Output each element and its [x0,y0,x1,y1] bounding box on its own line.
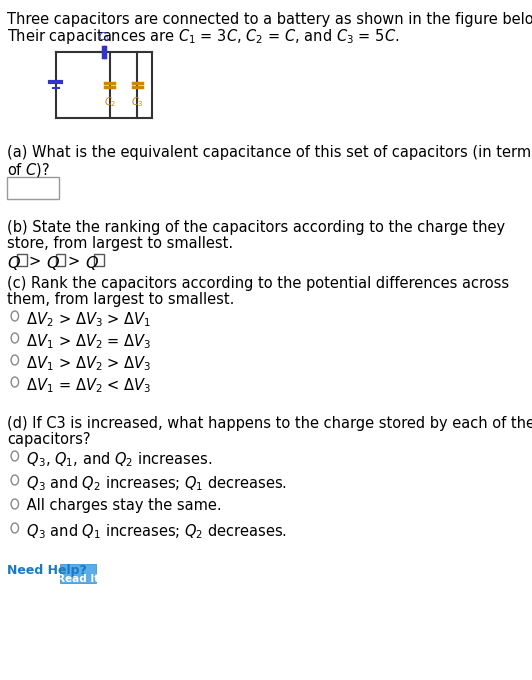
Text: $\Delta V_1$ > $\Delta V_2$ > $\Delta V_3$: $\Delta V_1$ > $\Delta V_2$ > $\Delta V_… [22,354,152,373]
Text: >: > [29,254,41,269]
Text: $\Delta V_1$ = $\Delta V_2$ < $\Delta V_3$: $\Delta V_1$ = $\Delta V_2$ < $\Delta V_… [22,376,152,394]
Text: $Q$: $Q$ [85,254,98,272]
Text: (d) If C3 is increased, what happens to the charge stored by each of the: (d) If C3 is increased, what happens to … [7,416,532,431]
Text: capacitors?: capacitors? [7,432,91,447]
Bar [17,254,27,266]
Text: $C_1$: $C_1$ [97,30,110,44]
Text: store, from largest to smallest.: store, from largest to smallest. [7,236,234,251]
Text: All charges stay the same.: All charges stay the same. [22,498,222,513]
Circle shape [11,377,19,387]
Bar [7,177,60,199]
Circle shape [11,311,19,321]
Circle shape [11,523,19,533]
Text: (b) State the ranking of the capacitors according to the charge they: (b) State the ranking of the capacitors … [7,220,505,235]
Text: of $C$)?: of $C$)? [7,161,51,179]
Text: (a) What is the equivalent capacitance of this set of capacitors (in terms: (a) What is the equivalent capacitance o… [7,145,532,160]
Circle shape [11,451,19,461]
Circle shape [11,475,19,485]
Text: Need Help?: Need Help? [7,564,87,577]
FancyBboxPatch shape [60,564,96,583]
Text: (c) Rank the capacitors according to the potential differences across: (c) Rank the capacitors according to the… [7,276,510,291]
Text: $\Delta V_1$ > $\Delta V_2$ = $\Delta V_3$: $\Delta V_1$ > $\Delta V_2$ = $\Delta V_… [22,332,152,351]
Circle shape [11,333,19,343]
Text: Read It: Read It [57,574,99,584]
Bar [56,254,65,266]
Text: Three capacitors are connected to a battery as shown in the figure below.: Three capacitors are connected to a batt… [7,12,532,27]
Circle shape [11,355,19,365]
Bar [94,254,104,266]
Text: $Q$: $Q$ [7,254,21,272]
Text: $Q$: $Q$ [46,254,60,272]
Text: $C_2$: $C_2$ [104,95,116,109]
Text: them, from largest to smallest.: them, from largest to smallest. [7,292,235,307]
Text: $Q_3$ and $Q_2$ increases; $Q_1$ decreases.: $Q_3$ and $Q_2$ increases; $Q_1$ decreas… [22,474,287,493]
Text: >: > [68,254,80,269]
Text: $C_3$: $C_3$ [131,95,144,109]
Text: $\Delta V_2$ > $\Delta V_3$ > $\Delta V_1$: $\Delta V_2$ > $\Delta V_3$ > $\Delta V_… [22,310,152,328]
Text: Their capacitances are $C_1$ = 3$C$, $C_2$ = $C$, and $C_3$ = 5$C$.: Their capacitances are $C_1$ = 3$C$, $C_… [7,27,400,46]
Text: $Q_3$, $Q_1$, and $Q_2$ increases.: $Q_3$, $Q_1$, and $Q_2$ increases. [22,450,212,469]
Text: $Q_3$ and $Q_1$ increases; $Q_2$ decreases.: $Q_3$ and $Q_1$ increases; $Q_2$ decreas… [22,522,287,541]
Circle shape [11,499,19,509]
